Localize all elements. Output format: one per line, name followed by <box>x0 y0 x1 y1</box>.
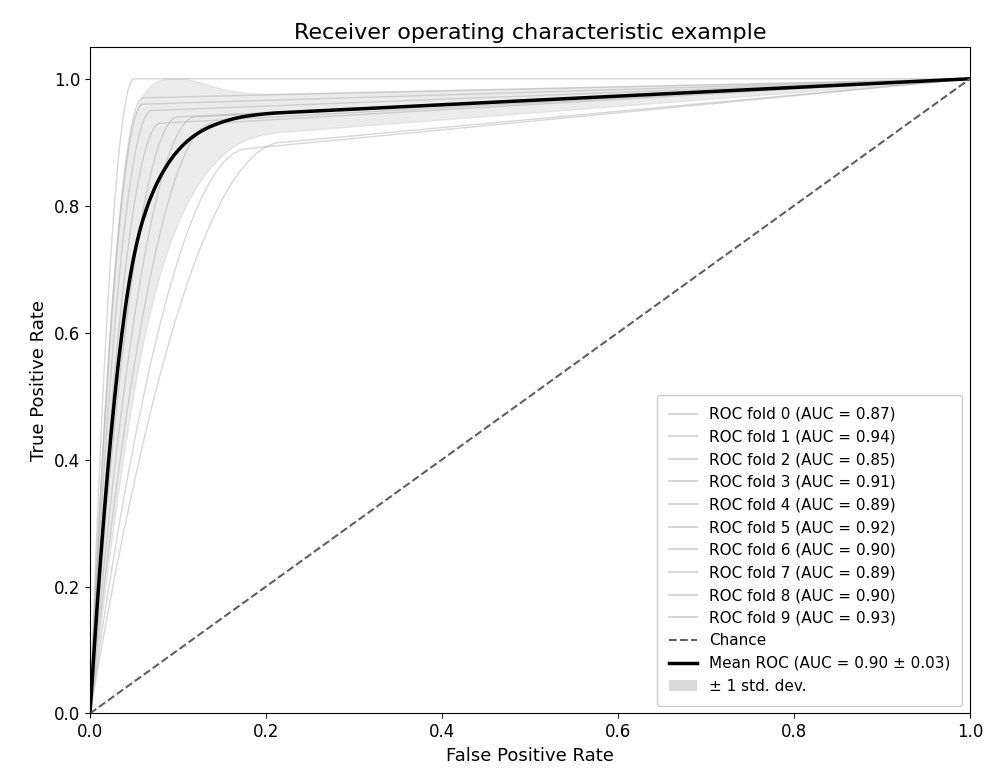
Legend: ROC fold 0 (AUC = 0.87), ROC fold 1 (AUC = 0.94), ROC fold 2 (AUC = 0.85), ROC f: ROC fold 0 (AUC = 0.87), ROC fold 1 (AUC… <box>657 394 962 706</box>
X-axis label: False Positive Rate: False Positive Rate <box>446 746 614 764</box>
Title: Receiver operating characteristic example: Receiver operating characteristic exampl… <box>294 23 766 42</box>
Y-axis label: True Positive Rate: True Positive Rate <box>30 299 48 461</box>
